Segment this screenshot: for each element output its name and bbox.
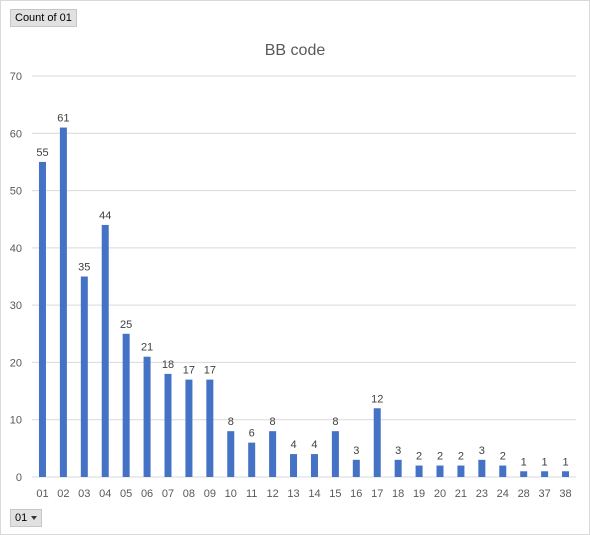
data-label-13: 4	[290, 439, 296, 451]
bar-09[interactable]	[206, 379, 214, 477]
data-label-07: 18	[162, 359, 174, 371]
data-label-23: 3	[479, 445, 485, 457]
x-tick-label-01: 01	[36, 488, 48, 500]
data-label-15: 8	[332, 416, 338, 428]
data-label-28: 1	[521, 456, 527, 468]
bar-13[interactable]	[290, 454, 298, 477]
axis-field-filter-button[interactable]: 01	[10, 509, 43, 527]
bar-03[interactable]	[80, 276, 88, 478]
bar-23[interactable]	[478, 459, 486, 477]
bar-15[interactable]	[331, 431, 339, 477]
data-label-08: 17	[183, 365, 195, 377]
data-label-18: 3	[395, 445, 401, 457]
data-label-16: 3	[353, 445, 359, 457]
x-tick-label-11: 11	[246, 488, 257, 500]
data-label-02: 61	[57, 113, 69, 125]
bar-21[interactable]	[457, 465, 465, 477]
bar-19[interactable]	[415, 465, 423, 477]
x-tick-label-08: 08	[183, 488, 195, 500]
bar-28[interactable]	[520, 471, 528, 477]
x-tick-label-23: 23	[476, 488, 488, 500]
y-tick-label: 20	[10, 357, 22, 369]
bar-14[interactable]	[310, 454, 318, 477]
x-tick-label-05: 05	[120, 488, 132, 500]
bar-20[interactable]	[436, 465, 444, 477]
bar-16[interactable]	[352, 459, 360, 477]
data-label-24: 2	[500, 451, 506, 463]
data-label-01: 55	[36, 147, 48, 159]
chart-title: BB code	[265, 42, 326, 59]
y-tick-label: 50	[10, 186, 22, 198]
bar-38[interactable]	[562, 471, 570, 477]
x-tick-label-37: 37	[538, 488, 550, 500]
bar-11[interactable]	[248, 442, 256, 477]
bar-05[interactable]	[122, 333, 130, 477]
bar-01[interactable]	[38, 161, 46, 477]
x-tick-label-17: 17	[371, 488, 383, 500]
x-axis-labels: 01 02 03 04 05 06 07 08 09 10 11 12 13 14 15 16 17 18 19 20…	[36, 488, 571, 500]
bar-08[interactable]	[185, 379, 193, 477]
x-tick-label-04: 04	[99, 488, 111, 500]
data-label-11: 6	[249, 428, 255, 440]
x-tick-label-06: 06	[141, 488, 153, 500]
y-tick-label: 60	[10, 128, 22, 140]
data-label-37: 1	[542, 456, 548, 468]
y-tick-label: 10	[10, 415, 22, 427]
bar-02[interactable]	[59, 127, 67, 478]
data-label-06: 21	[141, 342, 153, 354]
data-label-12: 8	[270, 416, 276, 428]
bar-24[interactable]	[499, 465, 507, 477]
x-tick-label-09: 09	[204, 488, 216, 500]
x-tick-label-18: 18	[392, 488, 404, 500]
bar-07[interactable]	[164, 373, 172, 477]
x-tick-label-10: 10	[225, 488, 237, 500]
data-label-17: 12	[371, 393, 383, 405]
y-tick-label: 70	[10, 71, 22, 83]
x-tick-label-38: 38	[559, 488, 571, 500]
value-field-button[interactable]: Count of 01	[10, 9, 77, 27]
x-tick-label-12: 12	[266, 488, 278, 500]
x-tick-label-14: 14	[308, 488, 320, 500]
x-tick-label-20: 20	[434, 488, 446, 500]
bar-06[interactable]	[143, 356, 151, 477]
data-label-20: 2	[437, 451, 443, 463]
x-tick-label-28: 28	[518, 488, 530, 500]
data-label-04: 44	[99, 210, 111, 222]
data-label-10: 8	[228, 416, 234, 428]
bar-37[interactable]	[541, 471, 549, 477]
data-label-21: 2	[458, 451, 464, 463]
data-label-05: 25	[120, 319, 132, 331]
dropdown-arrow-icon	[31, 516, 38, 520]
bar-18[interactable]	[394, 459, 402, 477]
gridlines	[32, 75, 576, 478]
bars	[38, 127, 570, 478]
data-label-03: 35	[78, 262, 90, 274]
filter-button-label: 01	[15, 512, 28, 524]
x-tick-label-07: 07	[162, 488, 174, 500]
data-label-38: 1	[562, 456, 568, 468]
y-tick-label: 30	[10, 300, 22, 312]
y-tick-label: 0	[16, 472, 22, 484]
y-axis-labels: 0 10 20 30 40 50 60 70	[10, 71, 22, 484]
y-tick-label: 40	[10, 243, 22, 255]
bar-17[interactable]	[373, 408, 381, 477]
x-tick-label-03: 03	[78, 488, 90, 500]
data-label-19: 2	[416, 451, 422, 463]
x-tick-label-24: 24	[497, 488, 509, 500]
data-label-09: 17	[204, 365, 216, 377]
x-tick-label-21: 21	[455, 488, 467, 500]
data-label-14: 4	[311, 439, 317, 451]
x-tick-label-02: 02	[57, 488, 69, 500]
bar-10[interactable]	[227, 431, 235, 477]
x-tick-label-16: 16	[350, 488, 362, 500]
x-tick-label-19: 19	[413, 488, 425, 500]
x-tick-label-13: 13	[287, 488, 299, 500]
x-tick-label-15: 15	[329, 488, 341, 500]
bar-04[interactable]	[101, 224, 109, 477]
bar-12[interactable]	[269, 431, 277, 477]
